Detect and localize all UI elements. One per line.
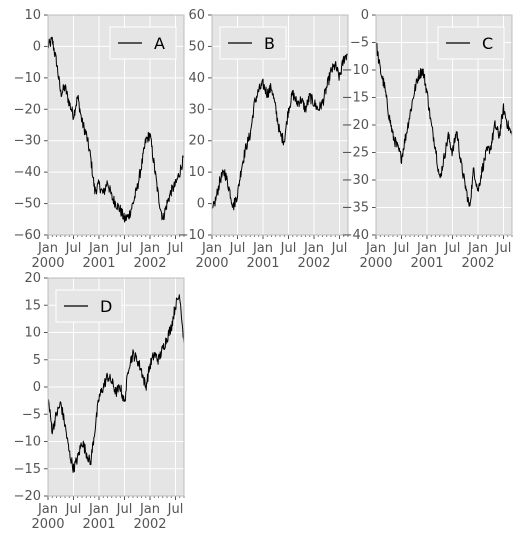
x-tick-label: Jul: [331, 241, 348, 256]
y-tick-label: −30: [342, 173, 369, 188]
x-tick-label-year: 2002: [297, 256, 330, 271]
y-tick-label: −20: [342, 118, 369, 133]
y-tick-label: 5: [33, 353, 41, 368]
x-tick-label: Jan: [365, 241, 386, 256]
x-tick-label: Jan: [303, 241, 324, 256]
y-tick-label: −15: [14, 462, 41, 477]
series-line-D: [47, 294, 185, 473]
plot-frame: [47, 14, 185, 236]
x-tick-label: Jul: [116, 241, 133, 256]
legend-label: A: [154, 34, 165, 53]
y-tick-label: −40: [14, 165, 41, 180]
y-tick-label: −20: [14, 102, 41, 117]
y-tick-label: −5: [350, 36, 369, 51]
y-tick-label: −10: [342, 63, 369, 78]
y-tick-label: −20: [14, 489, 41, 504]
x-tick-label: Jan: [37, 502, 58, 517]
y-tick-label: −10: [14, 71, 41, 86]
x-tick-label: Jul: [229, 241, 246, 256]
x-tick-label-year: 2001: [82, 517, 115, 532]
y-tick-label: 20: [188, 134, 205, 149]
x-tick-label: Jul: [65, 241, 82, 256]
x-tick-label: Jan: [139, 502, 160, 517]
x-tick-label: Jan: [88, 502, 109, 517]
x-tick-label-year: 2000: [31, 256, 64, 271]
y-tick-label: −30: [14, 134, 41, 149]
plot-frame: [211, 14, 349, 236]
x-tick-label: Jan: [37, 241, 58, 256]
x-tick-label: Jul: [167, 502, 184, 517]
x-tick-label: Jul: [444, 241, 461, 256]
legend-label: C: [482, 34, 493, 53]
y-tick-label: 30: [188, 102, 205, 117]
y-tick-label: 10: [188, 165, 205, 180]
y-tick-label: 60: [188, 8, 205, 23]
x-tick-label-year: 2001: [82, 256, 115, 271]
x-tick-label: Jul: [116, 502, 133, 517]
legend-box: [437, 26, 505, 60]
series-line-B: [211, 52, 349, 211]
x-tick-label: Jul: [393, 241, 410, 256]
x-tick-label: Jan: [139, 241, 160, 256]
y-tick-label: 10: [24, 326, 41, 341]
y-tick-label: −60: [14, 228, 41, 243]
y-tick-label: 10: [24, 8, 41, 23]
y-tick-label: 40: [188, 71, 205, 86]
y-tick-label: 0: [33, 380, 41, 395]
x-tick-label-year: 2001: [246, 256, 279, 271]
y-tick-label: −50: [14, 197, 41, 212]
x-tick-label-year: 2000: [195, 256, 228, 271]
y-tick-label: 50: [188, 39, 205, 54]
y-tick-label: 0: [197, 197, 205, 212]
y-tick-label: −15: [342, 91, 369, 106]
plot-frame: [375, 14, 513, 236]
x-tick-label-year: 2002: [461, 256, 494, 271]
series-line-A: [47, 36, 185, 223]
x-tick-label-year: 2002: [133, 517, 166, 532]
x-tick-label: Jan: [88, 241, 109, 256]
x-tick-label: Jan: [252, 241, 273, 256]
legend-label: D: [100, 297, 112, 316]
x-tick-label-year: 2000: [31, 517, 64, 532]
plot-frame: [47, 277, 185, 497]
y-tick-label: 15: [24, 298, 41, 313]
y-tick-label: 0: [33, 39, 41, 54]
x-tick-label: Jul: [495, 241, 512, 256]
y-tick-label: −5: [22, 407, 41, 422]
y-tick-label: −10: [14, 435, 41, 450]
x-tick-label: Jan: [467, 241, 488, 256]
x-tick-label: Jul: [65, 502, 82, 517]
series-line-C: [375, 42, 513, 207]
y-tick-label: −10: [178, 228, 205, 243]
x-tick-label: Jan: [416, 241, 437, 256]
legend-label: B: [264, 34, 275, 53]
x-tick-label-year: 2002: [133, 256, 166, 271]
y-tick-label: −35: [342, 201, 369, 216]
x-tick-label-year: 2000: [359, 256, 392, 271]
y-tick-label: −25: [342, 146, 369, 161]
y-tick-label: 20: [24, 271, 41, 286]
x-tick-label-year: 2001: [410, 256, 443, 271]
y-tick-label: −40: [342, 228, 369, 243]
y-tick-label: 0: [361, 8, 369, 23]
x-tick-label: Jul: [280, 241, 297, 256]
x-tick-label: Jul: [167, 241, 184, 256]
x-tick-label: Jan: [201, 241, 222, 256]
